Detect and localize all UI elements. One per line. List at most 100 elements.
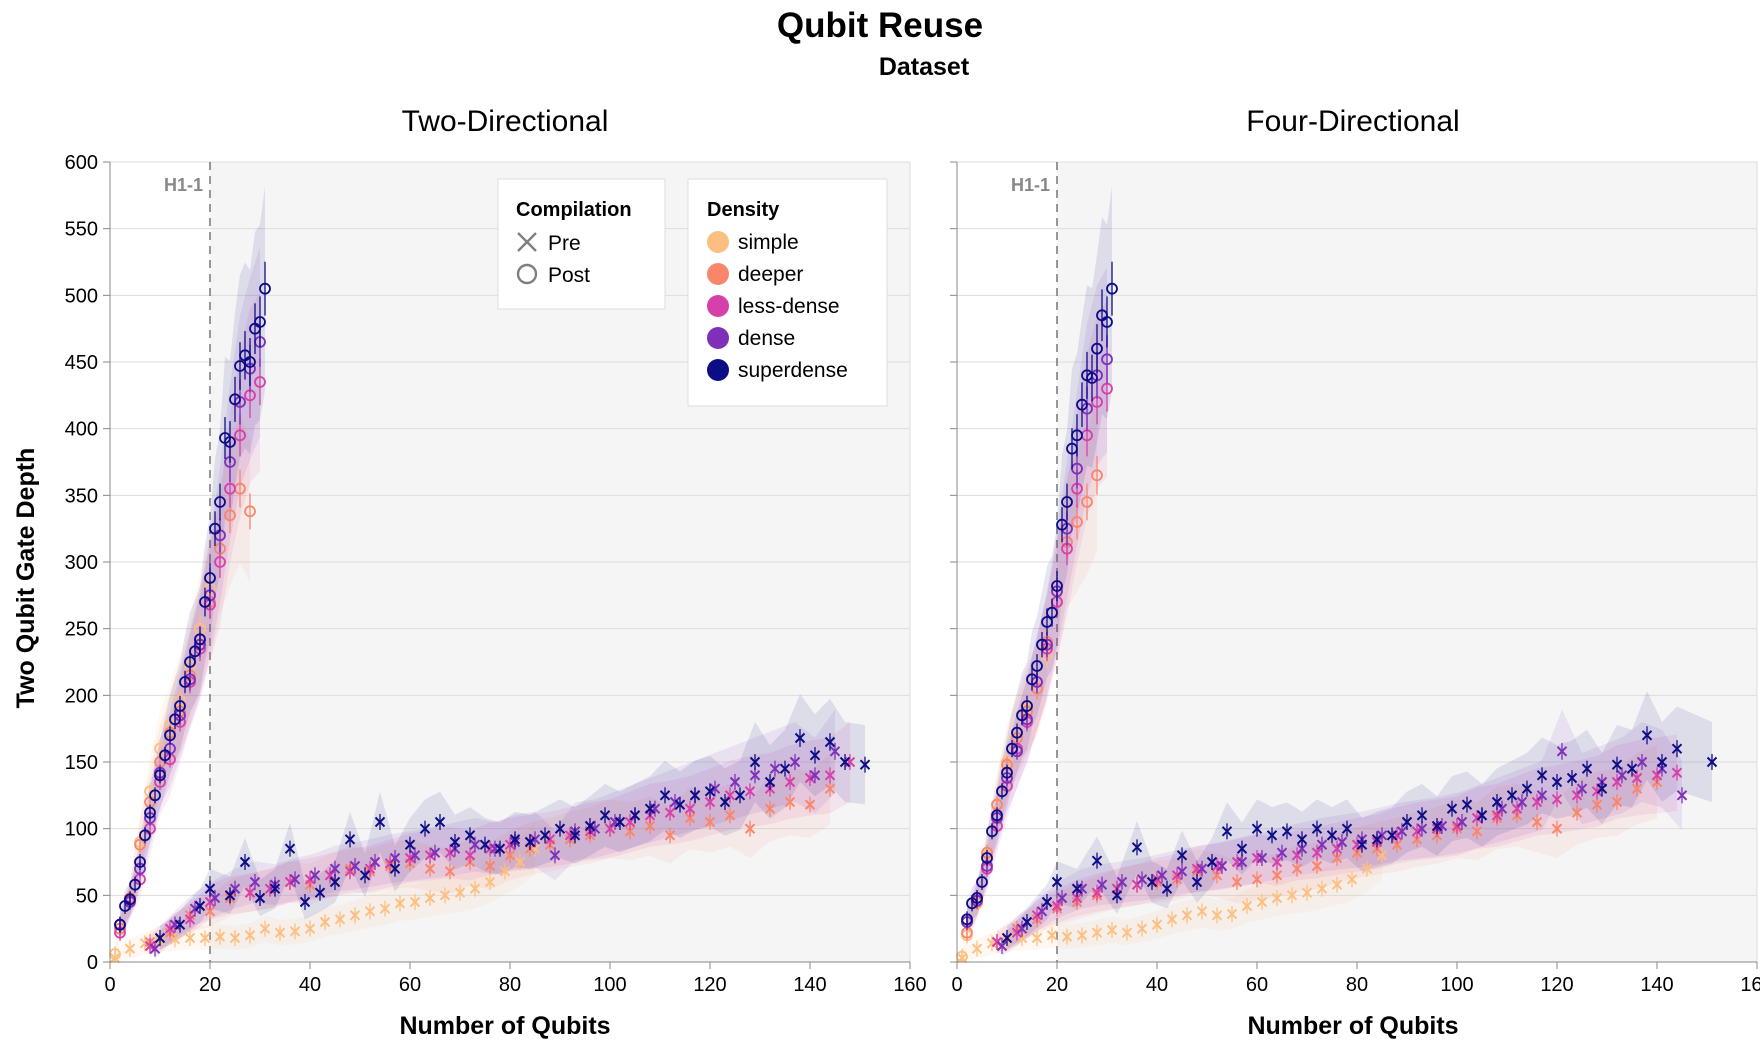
point-pre-dense [1036, 906, 1048, 917]
point-pre-simple [379, 903, 391, 914]
point-pre-less-dense [624, 816, 636, 828]
point-pre-superdense [1281, 826, 1293, 837]
point-pre-superdense [254, 892, 266, 904]
point-post-less-dense [234, 429, 246, 442]
legend-item-superdense: superdense [738, 359, 848, 382]
point-pre-dense [309, 870, 321, 881]
point-pre-superdense [194, 900, 206, 912]
point-post-superdense [1026, 673, 1038, 686]
point-pre-superdense [1356, 839, 1368, 850]
y-tick-label: 300 [65, 552, 98, 574]
point-pre-less-dense [1631, 772, 1643, 784]
point-pre-dense [669, 796, 681, 808]
point-pre-superdense [554, 823, 566, 834]
point-pre-dense [1496, 803, 1508, 814]
point-pre-less-dense [804, 772, 816, 784]
legend-cross-symbol [517, 232, 537, 252]
point-post-superdense [961, 913, 973, 926]
point-pre-superdense [204, 883, 216, 894]
point-post-superdense [1011, 726, 1023, 739]
y-tick-label: 100 [65, 819, 98, 841]
band-dense-pre [1002, 709, 1682, 957]
point-post-superdense [991, 809, 1003, 822]
point-pre-simple [184, 932, 196, 944]
point-post-superdense [149, 789, 161, 802]
point-pre-deeper [784, 796, 796, 808]
point-pre-superdense [794, 732, 806, 744]
point-pre-simple [1106, 924, 1118, 936]
point-pre-deeper [1311, 860, 1323, 872]
point-pre-deeper [644, 820, 656, 832]
point-pre-superdense [389, 863, 401, 874]
y-tick-label: 550 [65, 219, 98, 241]
x-axis-label: Number of Qubits [1247, 1012, 1458, 1040]
point-pre-simple [499, 866, 511, 877]
point-pre-superdense [1521, 783, 1533, 794]
point-pre-dense [1416, 823, 1428, 834]
point-pre-superdense [1341, 823, 1353, 834]
band-superdense-pre [1007, 691, 1712, 950]
point-pre-deeper [664, 830, 676, 841]
point-pre-superdense [1446, 803, 1458, 814]
point-pre-simple [1151, 919, 1163, 930]
point-pre-superdense [1296, 834, 1308, 845]
point-pre-less-dense [1551, 794, 1563, 805]
point-pre-simple [244, 930, 256, 941]
legend-item-less-dense: less-dense [738, 295, 840, 318]
point-pre-deeper [624, 826, 636, 837]
point-pre-dense [809, 770, 821, 781]
point-pre-deeper [764, 803, 776, 814]
point-pre-superdense [1111, 890, 1123, 901]
point-pre-dense [549, 850, 561, 861]
point-pre-simple [409, 896, 421, 908]
point-post-superdense [1031, 660, 1043, 672]
point-post-superdense [996, 785, 1008, 798]
point-post-deeper [134, 838, 146, 851]
point-pre-superdense [314, 887, 326, 898]
point-pre-simple [484, 876, 496, 888]
point-pre-superdense [1476, 810, 1488, 821]
point-post-superdense [134, 856, 146, 868]
h1-1-label: H1-1 [164, 175, 203, 195]
point-pre-dense [1576, 783, 1588, 794]
point-pre-dense [1456, 816, 1468, 828]
point-post-superdense [114, 918, 126, 931]
point-pre-superdense [1206, 856, 1218, 868]
x-axis-label: Number of Qubits [399, 1012, 610, 1040]
point-pre-superdense [494, 843, 506, 854]
point-pre-less-dense [1611, 776, 1623, 788]
point-pre-superdense [1641, 730, 1653, 741]
point-pre-simple [1211, 910, 1223, 921]
point-pre-superdense [154, 932, 166, 944]
point-pre-less-dense [1051, 900, 1063, 912]
y-tick-label: 0 [87, 952, 98, 974]
point-pre-superdense [689, 790, 701, 801]
point-pre-deeper [1211, 870, 1223, 881]
point-pre-superdense [749, 756, 761, 768]
point-post-superdense [214, 496, 226, 508]
band-superdense-post [967, 186, 1112, 934]
point-pre-superdense [1566, 772, 1578, 784]
point-pre-superdense [359, 870, 371, 881]
point-pre-superdense [809, 750, 821, 761]
x-tick-label: 0 [951, 974, 962, 996]
point-post-deeper [224, 509, 236, 522]
point-pre-less-dense [324, 870, 336, 881]
point-pre-deeper [1571, 807, 1583, 818]
facet-title: Four-Directional [1246, 105, 1459, 138]
point-pre-deeper [1271, 870, 1283, 881]
point-pre-simple [454, 887, 466, 898]
point-pre-less-dense [1411, 826, 1423, 837]
point-pre-simple [124, 943, 136, 954]
point-pre-dense [1396, 826, 1408, 837]
point-pre-superdense [539, 830, 551, 841]
compilation-legend-title: Compilation [516, 199, 632, 221]
point-pre-superdense [1671, 743, 1683, 754]
point-pre-deeper [804, 799, 816, 810]
point-pre-deeper [424, 863, 436, 874]
point-pre-less-dense [424, 850, 436, 861]
point-post-superdense [254, 316, 266, 328]
point-pre-superdense [344, 834, 356, 845]
point-pre-superdense [1386, 830, 1398, 841]
band-superdense-post [120, 186, 265, 938]
